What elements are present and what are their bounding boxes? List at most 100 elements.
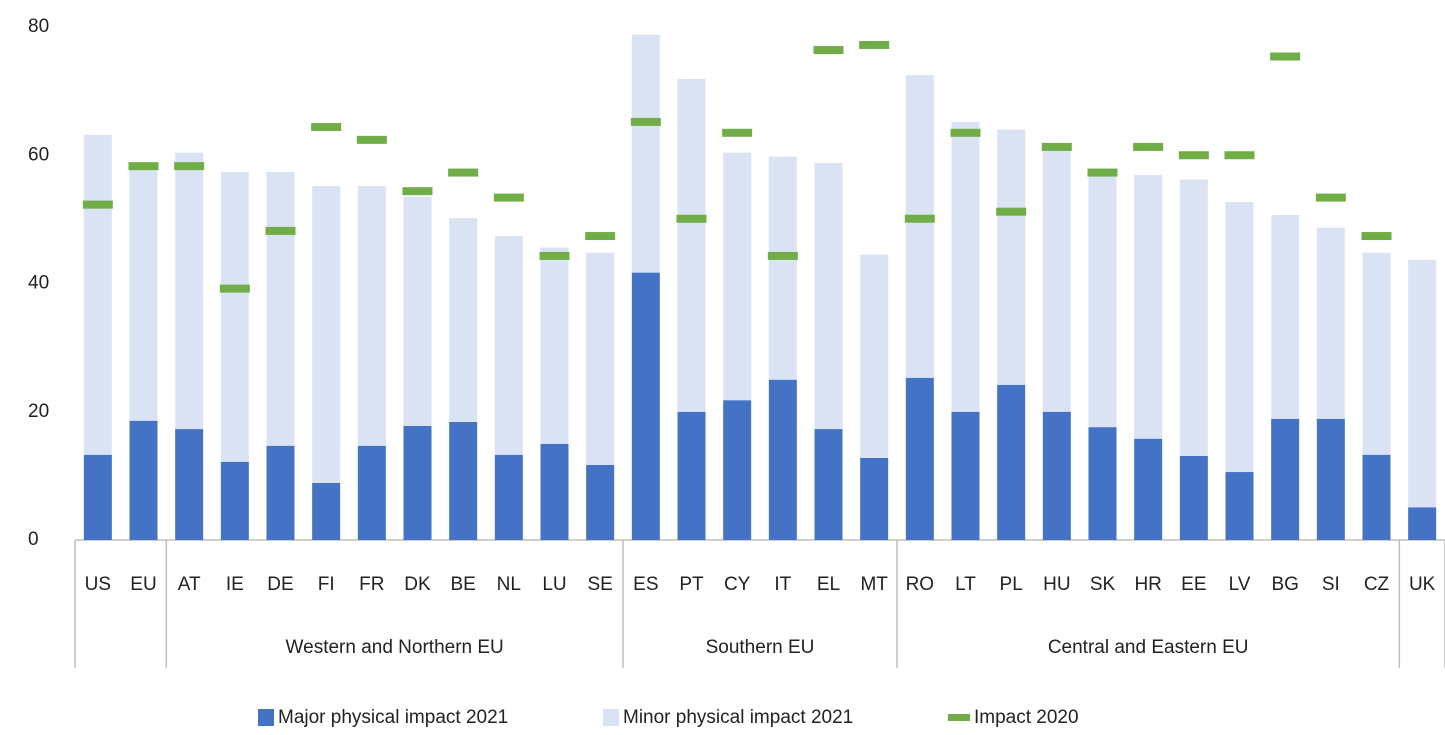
legend-swatch (603, 709, 619, 726)
group-label: Central and Eastern EU (1048, 637, 1249, 658)
impact-marker (1178, 151, 1209, 160)
bar (1271, 418, 1300, 540)
bar (723, 400, 752, 540)
bar (768, 379, 797, 540)
bar (860, 254, 889, 458)
x-tick-label: PT (679, 574, 704, 595)
impact-marker (767, 251, 798, 260)
bar (997, 129, 1026, 385)
impact-marker (859, 40, 890, 49)
bar (266, 445, 295, 540)
bar (1088, 427, 1117, 540)
impact-marker (1133, 142, 1164, 151)
bar (1179, 455, 1208, 540)
bar (129, 420, 158, 540)
x-tick-label: LU (542, 574, 566, 595)
bar (1042, 411, 1071, 540)
legend-swatch (948, 714, 970, 721)
bar (997, 384, 1026, 540)
x-tick-label: CY (724, 574, 751, 595)
impact-marker (174, 162, 205, 171)
bar (403, 196, 432, 426)
impact-marker (1224, 151, 1255, 160)
impact-marker (1041, 142, 1072, 151)
x-tick-label: BE (450, 574, 475, 595)
impact-marker (448, 168, 479, 177)
bar (540, 247, 569, 444)
impact-marker (539, 251, 570, 260)
impact-marker (676, 214, 707, 223)
x-tick-label: SI (1322, 574, 1340, 595)
bar (677, 78, 706, 412)
x-tick-label: IT (774, 574, 791, 595)
y-tick-label: 20 (28, 401, 49, 422)
bar (220, 171, 249, 462)
y-tick-label: 80 (28, 16, 49, 37)
bar (1179, 179, 1208, 456)
y-tick-label: 0 (28, 529, 39, 550)
bar (814, 429, 843, 540)
bar (449, 422, 478, 540)
x-tick-label: PL (1000, 574, 1023, 595)
bar (1042, 150, 1071, 412)
bar (83, 134, 112, 455)
bar (494, 236, 523, 455)
bar (449, 218, 478, 423)
impact-marker (813, 46, 844, 55)
bar (631, 34, 660, 273)
bar (586, 464, 615, 540)
x-tick-label: SE (587, 574, 612, 595)
bar (403, 425, 432, 540)
impact-marker (904, 214, 935, 223)
bar (1271, 214, 1300, 419)
bar (951, 411, 980, 540)
impact-marker (82, 200, 113, 209)
impact-marker (1087, 168, 1118, 177)
impact-marker (585, 232, 616, 241)
legend-label: Major physical impact 2021 (278, 707, 508, 728)
bar (1225, 202, 1254, 473)
bar (723, 152, 752, 401)
x-tick-label: EE (1181, 574, 1206, 595)
x-tick-label: LV (1229, 574, 1251, 595)
x-tick-label: EL (817, 574, 840, 595)
x-tick-label: DE (267, 574, 293, 595)
bar (814, 162, 843, 430)
bar (1134, 438, 1163, 540)
bar (1316, 418, 1345, 540)
legend-label: Minor physical impact 2021 (623, 707, 853, 728)
legend-label: Impact 2020 (974, 707, 1079, 728)
impact-marker (950, 128, 981, 137)
impact-marker (630, 117, 661, 126)
x-tick-label: EU (130, 574, 156, 595)
bar (1362, 252, 1391, 455)
x-tick-label: FI (318, 574, 335, 595)
x-tick-label: HU (1043, 574, 1070, 595)
bar (1362, 454, 1391, 540)
impact-marker (402, 187, 433, 196)
bar (312, 186, 341, 483)
x-tick-label: DK (404, 574, 431, 595)
bar (905, 75, 934, 378)
bar (1134, 175, 1163, 439)
x-tick-label: MT (860, 574, 888, 595)
x-tick-label: SK (1090, 574, 1116, 595)
impact-marker (128, 162, 159, 171)
bar (266, 171, 295, 446)
x-tick-label: RO (906, 574, 935, 595)
impact-marker (996, 207, 1027, 216)
bar (1088, 175, 1117, 428)
bar (631, 272, 660, 540)
bar (494, 454, 523, 540)
x-tick-label: NL (497, 574, 521, 595)
bar (175, 152, 204, 430)
x-tick-label: ES (633, 574, 658, 595)
bar (1225, 472, 1254, 540)
bar (540, 443, 569, 540)
bar (357, 186, 386, 446)
x-tick-label: UK (1409, 574, 1436, 595)
bar (905, 377, 934, 540)
group-label: Southern EU (706, 637, 815, 658)
impact-marker (356, 135, 387, 144)
